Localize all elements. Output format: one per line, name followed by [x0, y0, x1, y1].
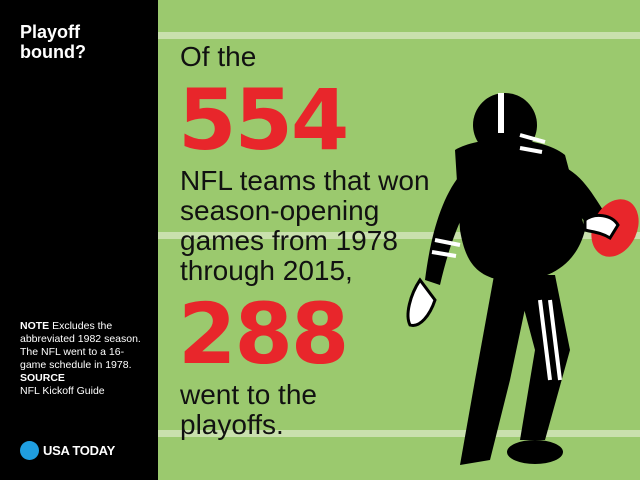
headline: Playoff bound? — [20, 22, 86, 62]
source-label: SOURCE — [20, 372, 65, 384]
usa-today-logo: USA TODAY — [20, 441, 115, 460]
note-label: NOTE — [20, 320, 50, 332]
body-line-3: games from 1978 — [180, 225, 398, 256]
intro-text: Of the — [180, 41, 257, 72]
stat-288: 288 — [178, 285, 349, 383]
body-line-5: went to the — [180, 379, 317, 410]
stat-554: 554 — [178, 71, 349, 169]
usa-today-dot-icon — [20, 441, 39, 460]
headline-line-1: Playoff — [20, 22, 81, 42]
headline-line-2: bound? — [20, 42, 86, 62]
source-text: NFL Kickoff Guide — [20, 385, 105, 397]
yard-line — [158, 32, 640, 39]
note-block: NOTE Excludes the abbreviated 1982 seaso… — [20, 320, 150, 398]
body-line-2: season-opening — [180, 195, 380, 226]
sidebar: Playoff bound? NOTE Excludes the abbrevi… — [0, 0, 158, 480]
body-line-4: through 2015, — [180, 255, 353, 286]
note-text: Excludes the abbreviated 1982 season. Th… — [20, 320, 141, 371]
body-line-1: NFL teams that won — [180, 165, 430, 196]
yard-line — [158, 430, 640, 437]
logo-text: USA TODAY — [43, 443, 115, 458]
yard-line — [158, 232, 640, 239]
football-player-icon — [406, 93, 639, 465]
body-line-6: playoffs. — [180, 409, 284, 440]
